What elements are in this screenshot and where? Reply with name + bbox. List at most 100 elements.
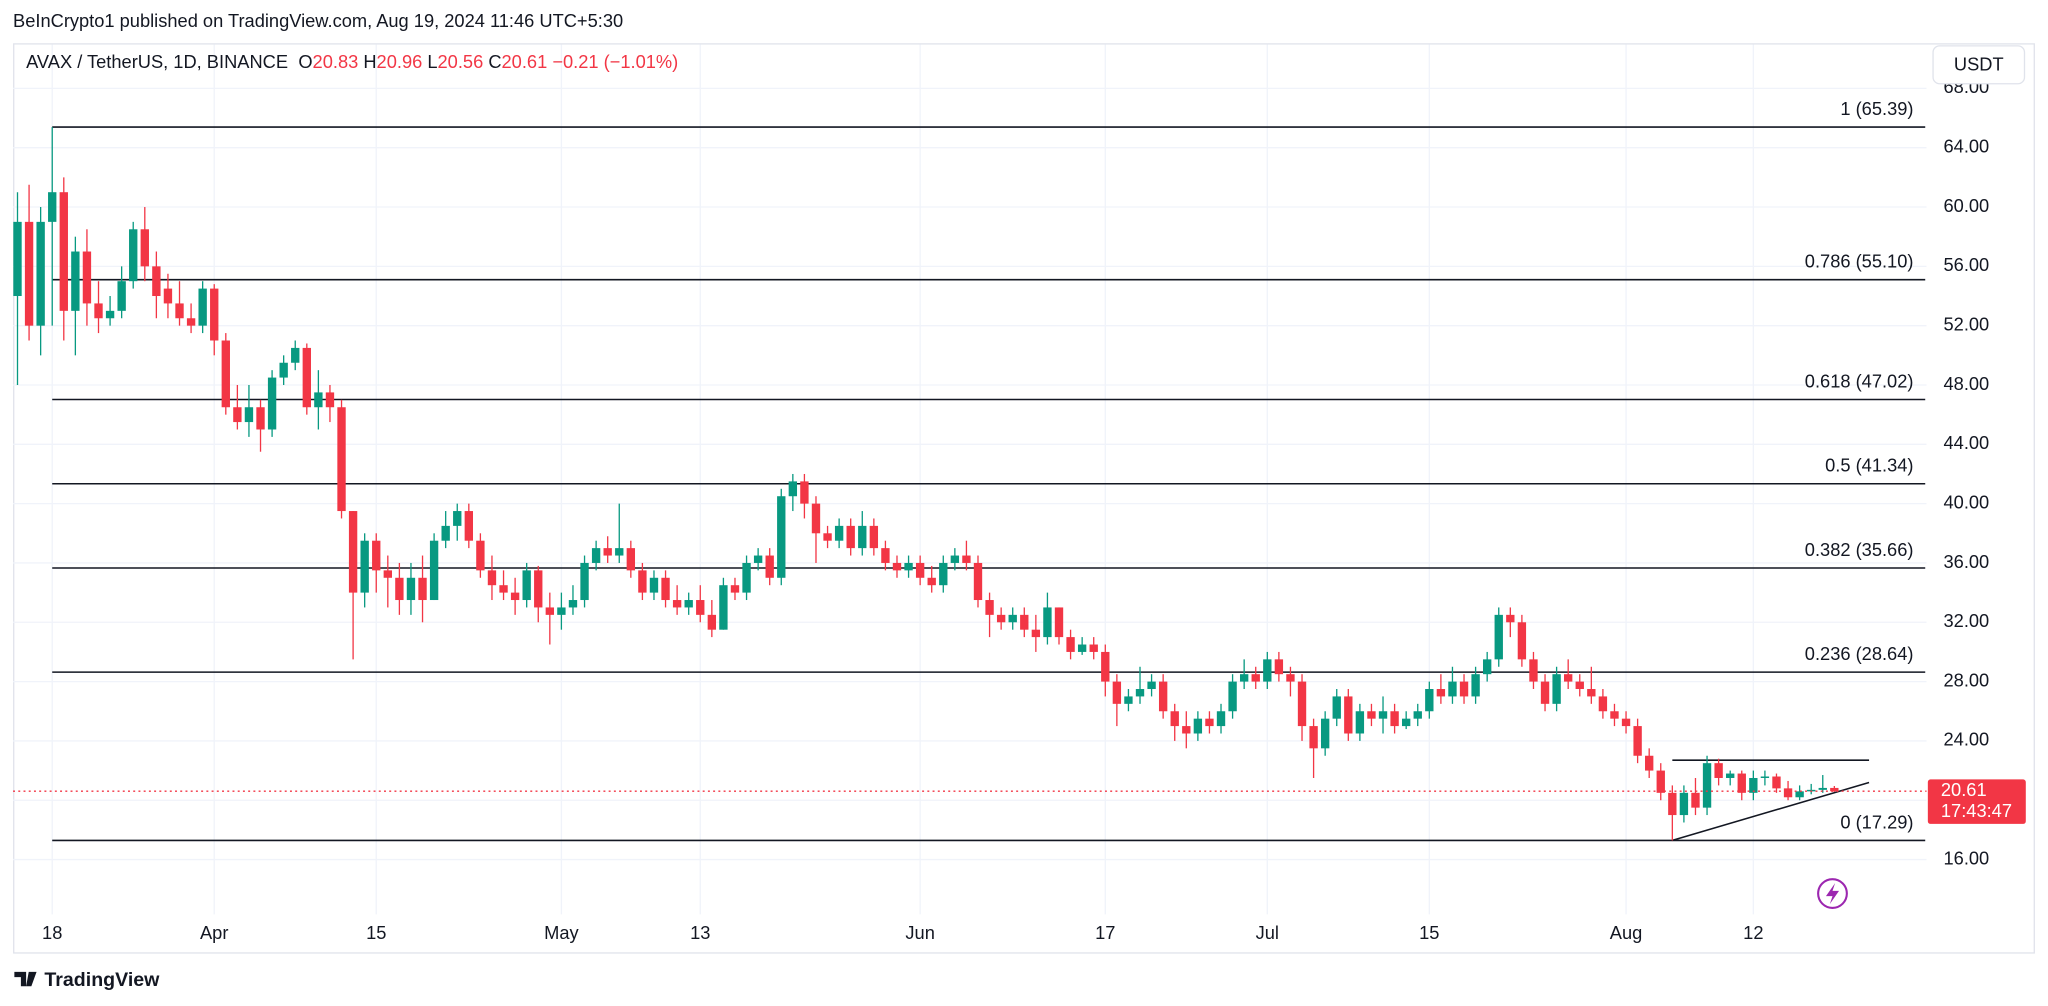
candle-body [1378,711,1388,719]
y-tick-label: 52.00 [1944,313,1990,334]
candle-body [1170,711,1179,727]
x-tick-label: Jun [905,922,934,943]
candle-body [973,562,983,601]
candle-body [1355,711,1365,734]
candle-body [1610,711,1619,719]
candle-body [1193,718,1203,734]
attribution: BeInCrypto1 published on TradingView.com… [13,10,623,31]
candle-body [915,562,925,578]
candle-body [753,555,763,563]
x-tick-label: Aug [1610,922,1643,943]
candle-body [453,511,462,526]
candle-body [82,251,92,304]
candle-body [1633,726,1642,756]
last-price-label: 20.61 [1941,779,1987,800]
candle-body [1031,629,1041,638]
candle-body [649,577,659,593]
candle-body [48,192,57,222]
ohlc-value: 20.96 [377,51,423,72]
y-tick-label: 24.00 [1944,729,1990,750]
candle-body [1529,659,1538,682]
candle-body [557,607,566,615]
candle-body [1263,659,1272,682]
candle-body [348,511,358,593]
candle-body [1714,763,1723,778]
candle-body [672,600,682,608]
candle-body [59,192,68,311]
candle-body [834,525,844,541]
candle-body [1760,776,1770,778]
candle-body [1297,681,1307,727]
candle-body [1043,607,1052,638]
candle-body [1679,792,1689,816]
candle-body [1552,674,1561,704]
candle-body [1390,711,1399,727]
candle-body [314,392,323,408]
candle-body [811,503,821,534]
candle-body [1239,674,1249,682]
candle-body [291,347,300,363]
ohlc-letter: H [363,51,376,72]
ohlc-value: 20.56 [438,51,484,72]
candles [13,127,1927,841]
candle-body [175,303,184,319]
candle-body [441,525,450,541]
candle-body [279,362,288,378]
lightning-bolt [1825,883,1840,904]
candle-body [869,525,879,549]
candle-body [904,562,913,571]
candle-body [534,570,543,608]
candle-body [1228,681,1237,712]
candle-body [1818,787,1827,790]
fib-label: 0.236 (28.64) [1805,643,1914,664]
candle-body [152,266,161,297]
candle-body [1309,726,1318,749]
y-tick-label: 40.00 [1944,491,1990,512]
candle-body [1564,674,1573,682]
grid [13,44,1927,915]
currency-button[interactable] [1932,45,2026,85]
candle-body [499,585,508,593]
candle-body [1320,718,1330,749]
y-tick-label: 44.00 [1944,432,1990,453]
candle-body [800,481,809,504]
lightning-icon[interactable] [1817,878,1848,909]
candle-body [244,407,254,423]
candle-body [163,288,173,304]
fib-label: 0 (17.29) [1840,811,1913,832]
candle-body [383,570,392,578]
candle-body [210,288,219,341]
ohlc-value: 20.83 [313,51,359,72]
candle-body [418,577,427,601]
candle-body [372,540,381,571]
candle-body [1494,614,1503,660]
fib-label: 0.382 (35.66) [1805,539,1914,560]
candle-body [117,281,126,311]
candle-body [406,577,416,601]
candle-body [684,600,693,608]
candle-body [1216,711,1226,727]
trendline [1672,781,1870,842]
candle-body [638,570,647,593]
y-tick-label: 36.00 [1944,551,1990,572]
candle-body [1286,674,1295,682]
candle-body [661,577,670,601]
candle-body [1436,689,1446,697]
ohlc-value: 20.61 [502,51,548,72]
candle-body [24,221,34,326]
candle-body [1182,726,1191,734]
candle-body [1587,689,1596,697]
candle-body [707,614,717,630]
candle-body [603,548,612,556]
ohlc-letter: O [298,51,312,72]
candle-body [950,555,960,563]
candle-body [1089,644,1098,652]
x-tick-label: 18 [42,922,62,943]
candle-body [962,555,971,563]
ohlc-letter: L [427,51,437,72]
candle-body [765,555,774,578]
logo: TradingView [14,969,160,991]
y-tick-label: 16.00 [1944,847,1990,868]
candle-body [360,540,369,593]
